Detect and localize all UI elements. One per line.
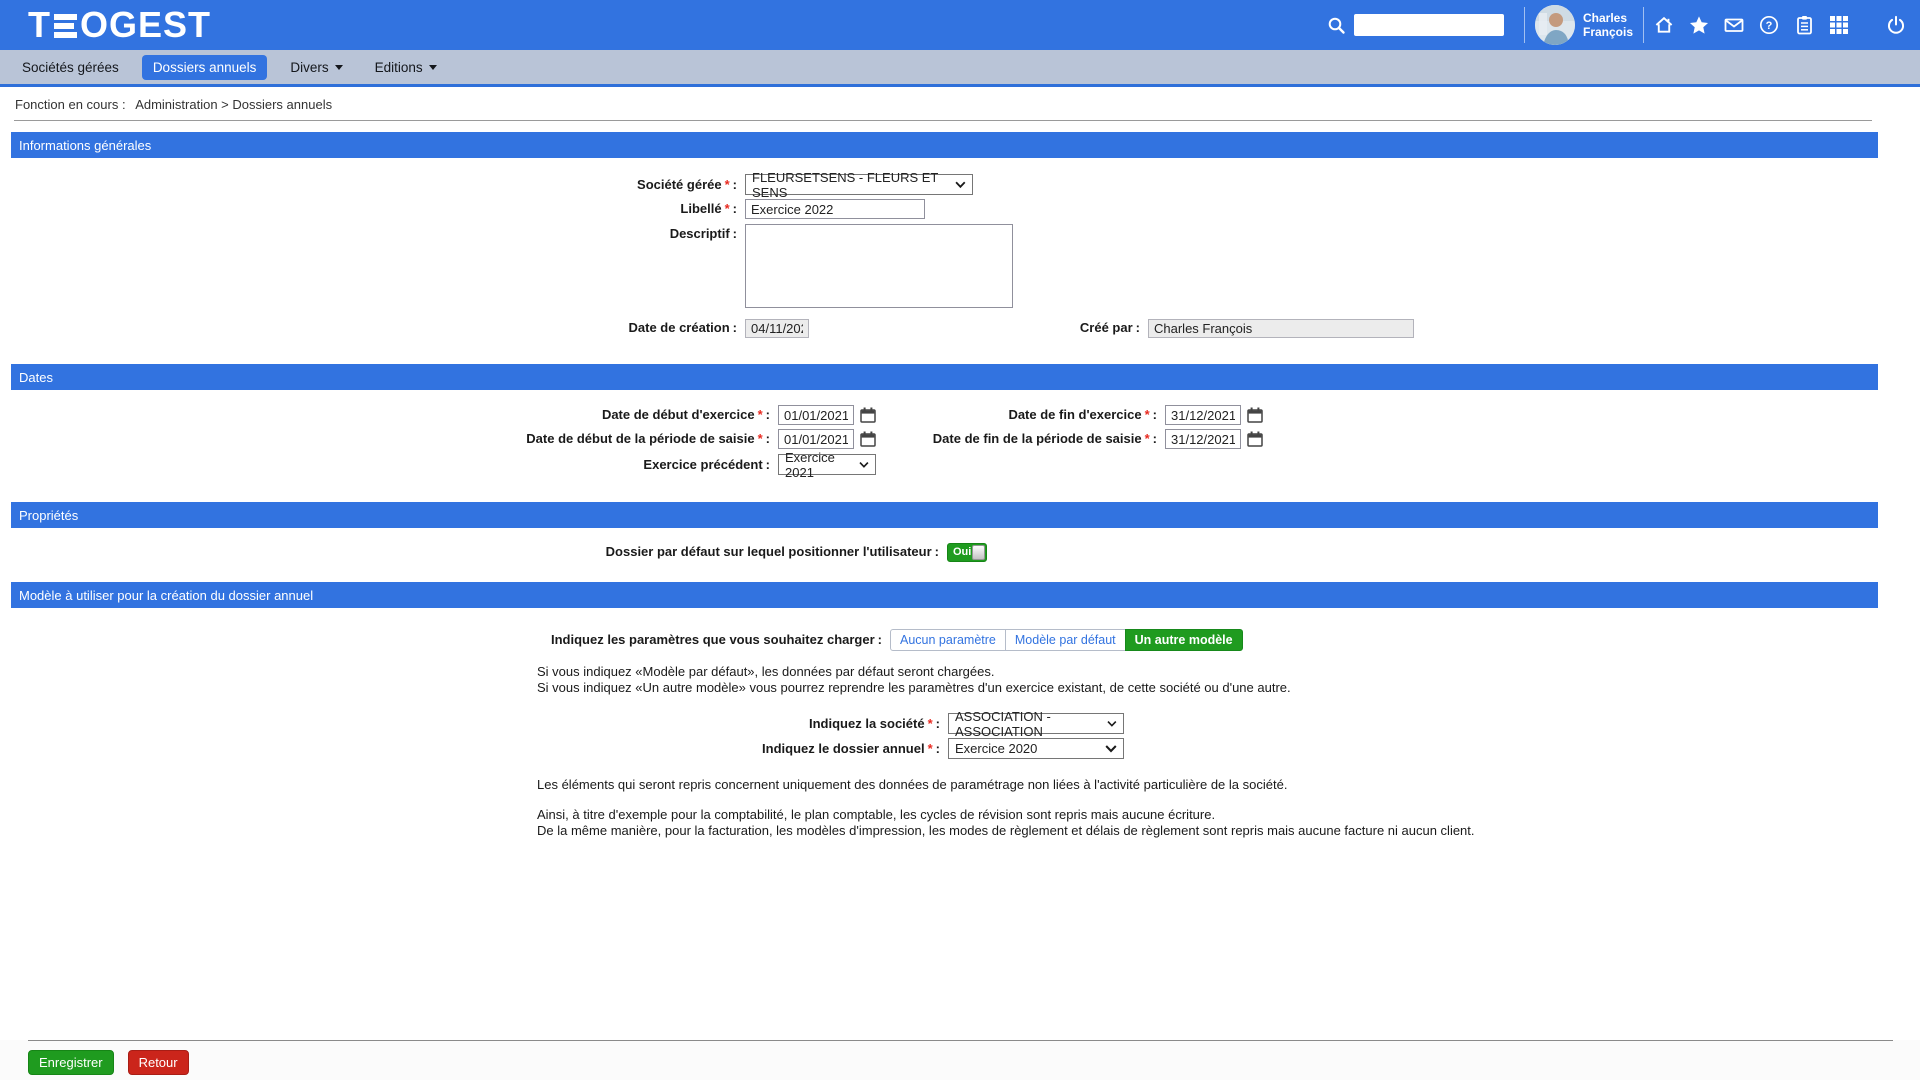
parametres-button-group: Aucun paramètre Modèle par défaut Un aut… bbox=[890, 629, 1243, 651]
top-header: T OGEST Charles François bbox=[0, 0, 1920, 50]
main-nav: Sociétés gérées Dossiers annuels Divers … bbox=[0, 50, 1920, 87]
libelle-label: Libellé *: bbox=[680, 201, 737, 216]
societe-geree-label: Société gérée *: bbox=[637, 176, 737, 192]
user-name: Charles François bbox=[1583, 11, 1633, 39]
libelle-input[interactable] bbox=[745, 199, 925, 219]
indiquez-societe-row: Indiquez la société *: ASSOCIATION - ASSO… bbox=[11, 709, 1878, 739]
breadcrumb: Fonction en cours : Administration > Dos… bbox=[0, 87, 1920, 112]
debut-exercice-input[interactable] bbox=[778, 405, 854, 425]
note-text-2: Ainsi, à titre d'exemple pour la comptab… bbox=[537, 807, 1216, 822]
fin-saisie-label: Date de fin de la période de saisie *: bbox=[932, 431, 1157, 446]
nav-editions[interactable]: Editions bbox=[366, 55, 446, 80]
chevron-down-icon bbox=[955, 181, 966, 188]
breadcrumb-prefix: Fonction en cours : bbox=[15, 97, 126, 112]
exercice-precedent-row: Exercice précédent: Exercice 2021 bbox=[11, 450, 1878, 480]
svg-text:?: ? bbox=[1766, 20, 1773, 32]
date-creation-label: Date de création: bbox=[628, 320, 738, 335]
header-search bbox=[1327, 14, 1504, 36]
creation-row: Date de création: Créé par: bbox=[11, 318, 1878, 338]
debut-saisie-input[interactable] bbox=[778, 429, 854, 449]
section-proprietes: Propriétés bbox=[11, 502, 1878, 528]
date-creation-field bbox=[745, 318, 809, 338]
societe-geree-row: Société gérée *: FLEURSETSENS - FLEURS ET… bbox=[11, 170, 1878, 200]
chevron-down-icon bbox=[428, 64, 437, 70]
app-logo[interactable]: T OGEST bbox=[28, 7, 211, 43]
debut-saisie-label: Date de début de la période de saisie *: bbox=[526, 431, 770, 446]
logo-e-glyph bbox=[54, 14, 77, 38]
indiquez-societe-label: Indiquez la société *: bbox=[809, 715, 940, 731]
note-text-1: Les éléments qui seront repris concernen… bbox=[537, 777, 1288, 792]
apps-grid-icon[interactable] bbox=[1829, 15, 1849, 35]
indiquez-societe-select[interactable]: ASSOCIATION - ASSOCIATION bbox=[948, 709, 1124, 739]
parametres-row: Indiquez les paramètres que vous souhait… bbox=[11, 629, 1878, 651]
calendar-icon[interactable] bbox=[1247, 431, 1263, 447]
logo-text-rest: OGEST bbox=[80, 4, 212, 45]
power-icon[interactable] bbox=[1886, 15, 1906, 35]
un-autre-modele-button[interactable]: Un autre modèle bbox=[1124, 629, 1243, 651]
search-icon[interactable] bbox=[1327, 15, 1347, 35]
note-text-3: De la même manière, pour la facturation,… bbox=[537, 823, 1475, 838]
help-icon[interactable]: ? bbox=[1759, 15, 1779, 35]
dossier-defaut-toggle[interactable]: Oui bbox=[947, 542, 987, 562]
chevron-down-icon bbox=[334, 64, 343, 70]
user-last-name: François bbox=[1582, 25, 1633, 39]
modele-par-defaut-button[interactable]: Modèle par défaut bbox=[1004, 629, 1126, 651]
logo-text-t: T bbox=[28, 4, 51, 45]
breadcrumb-divider bbox=[14, 120, 1872, 121]
saisie-dates-row: Date de début de la période de saisie *: … bbox=[11, 429, 1878, 449]
descriptif-row: Descriptif: bbox=[11, 224, 1878, 308]
indiquez-dossier-row: Indiquez le dossier annuel *: Exercice 20… bbox=[11, 738, 1878, 759]
dossier-defaut-row: Dossier par défaut sur lequel positionne… bbox=[11, 542, 1878, 562]
exercice-precedent-select[interactable]: Exercice 2021 bbox=[778, 450, 876, 480]
exercice-dates-row: Date de début d'exercice*: Date de fin d… bbox=[11, 405, 1878, 425]
mail-icon[interactable] bbox=[1724, 15, 1744, 35]
footer-bar: Enregistrer Retour bbox=[0, 1040, 1920, 1080]
footer-divider bbox=[28, 1040, 1893, 1041]
avatar[interactable] bbox=[1534, 5, 1575, 45]
debut-exercice-label: Date de début d'exercice *: bbox=[601, 407, 770, 422]
cree-par-label: Créé par: bbox=[1079, 320, 1140, 335]
header-divider bbox=[1523, 7, 1525, 43]
notes-icon[interactable] bbox=[1794, 15, 1814, 35]
user-first-name: Charles bbox=[1582, 11, 1628, 25]
home-icon[interactable] bbox=[1654, 15, 1674, 35]
section-modele: Modèle à utiliser pour la création du do… bbox=[11, 582, 1878, 608]
aucun-parametre-button[interactable]: Aucun paramètre bbox=[890, 629, 1006, 651]
section-informations-generales: Informations générales bbox=[11, 132, 1878, 158]
search-input[interactable] bbox=[1353, 14, 1504, 36]
cree-par-field bbox=[1148, 318, 1414, 338]
breadcrumb-path: Administration > Dossiers annuels bbox=[135, 97, 333, 112]
exercice-precedent-label: Exercice précédent: bbox=[643, 456, 770, 472]
nav-dossiers-annuels[interactable]: Dossiers annuels bbox=[141, 54, 268, 80]
calendar-icon[interactable] bbox=[1247, 407, 1263, 423]
fin-exercice-input[interactable] bbox=[1165, 405, 1241, 425]
help-text-2: Si vous indiquez «Un autre modèle» vous … bbox=[537, 680, 1291, 695]
indiquez-dossier-select[interactable]: Exercice 2020 bbox=[948, 738, 1124, 759]
fin-exercice-label: Date de fin d'exercice *: bbox=[1008, 407, 1157, 422]
societe-geree-select[interactable]: FLEURSETSENS - FLEURS ET SENS bbox=[745, 170, 973, 200]
chevron-down-icon bbox=[1105, 744, 1117, 752]
retour-button[interactable]: Retour bbox=[127, 1050, 189, 1075]
libelle-row: Libellé *: bbox=[11, 199, 1878, 219]
chevron-down-icon bbox=[1107, 720, 1117, 727]
nav-divers[interactable]: Divers bbox=[281, 55, 351, 80]
toggle-knob bbox=[972, 544, 985, 560]
dossier-defaut-label: Dossier par défaut sur lequel positionne… bbox=[605, 544, 939, 559]
calendar-icon[interactable] bbox=[860, 407, 876, 423]
star-icon[interactable] bbox=[1689, 15, 1709, 35]
enregistrer-button[interactable]: Enregistrer bbox=[28, 1050, 114, 1075]
header-divider bbox=[1643, 7, 1644, 43]
calendar-icon[interactable] bbox=[860, 431, 876, 447]
parametres-label: Indiquez les paramètres que vous souhait… bbox=[551, 632, 882, 647]
fin-saisie-input[interactable] bbox=[1165, 429, 1241, 449]
indiquez-dossier-label: Indiquez le dossier annuel *: bbox=[762, 740, 940, 756]
help-text-1: Si vous indiquez «Modèle par défaut», le… bbox=[537, 664, 995, 679]
header-icons: ? bbox=[1654, 15, 1906, 35]
descriptif-textarea[interactable] bbox=[745, 224, 1013, 308]
section-dates: Dates bbox=[11, 364, 1878, 390]
descriptif-label: Descriptif: bbox=[669, 226, 737, 241]
chevron-down-icon bbox=[859, 461, 869, 468]
nav-societes-gerees[interactable]: Sociétés gérées bbox=[22, 59, 119, 75]
